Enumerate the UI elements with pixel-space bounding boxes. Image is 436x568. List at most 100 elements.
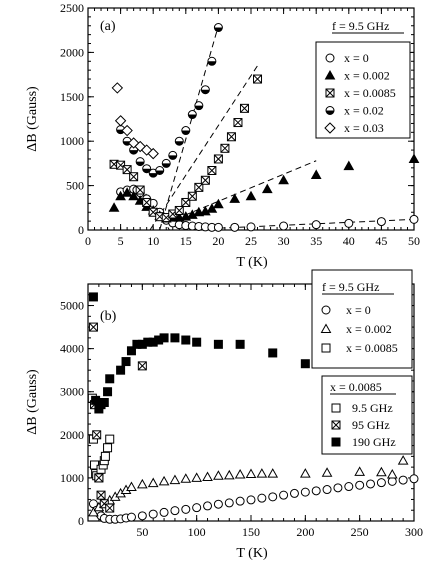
panel-a-y-label: ΔB (Gauss) [25, 86, 40, 152]
panel-a-legend-label: x = 0.002 [344, 69, 390, 83]
panel-a-point-s1 [229, 193, 241, 203]
panel-a-point-s1 [343, 160, 355, 171]
panel-b-legend-frequency: f = 9.5 GHz x = 0 x = 0.002 x = 0.0085 [311, 269, 413, 369]
panel-b-y-label: ΔB (Gauss) [25, 369, 40, 435]
panel-a-point-s3 [161, 158, 171, 168]
panel-b-point-s0 [398, 475, 408, 485]
panel-b-point-s1 [169, 474, 181, 485]
panel-b-point-s4 [300, 359, 310, 369]
panel-a-guide-line [166, 160, 317, 224]
panel-b-y-tick-label: 3000 [60, 385, 84, 399]
panel-a-point-s0 [279, 221, 289, 231]
panel-b-point-s3 [92, 430, 102, 440]
panel-a-guide-line [159, 25, 219, 230]
panel-b-x-ticks: 50 100 150 200 250 300 [87, 284, 423, 539]
panel-a-point-s2 [226, 132, 236, 142]
panel-b-points [87, 292, 419, 524]
panel-b-point-s0 [279, 490, 289, 500]
panel-b-point-s2 [100, 451, 110, 461]
panel-b-point-s0 [224, 498, 234, 508]
panel-a-point-s0 [409, 214, 419, 224]
panel-b-point-s0 [148, 509, 158, 519]
panel-b-point-s0 [366, 479, 376, 489]
panel-a-point-s1 [261, 183, 273, 194]
panel-a-point-s2 [200, 175, 210, 185]
panel-b-point-s1 [202, 471, 213, 482]
panel-a-x-tick-label: 50 [408, 234, 420, 248]
panel-b-legend2-label: 190 GHz [352, 435, 396, 449]
panel-a-x-tick-label: 5 [118, 234, 124, 248]
panel-a-x-tick-label: 40 [343, 234, 355, 248]
panel-b-legend2-marker [331, 403, 341, 413]
panel-b-point-s0 [289, 488, 299, 498]
panel-b-point-s0 [409, 474, 419, 484]
panel-b-point-s0 [300, 487, 310, 497]
panel-b-point-s0 [387, 476, 397, 486]
panel-a-point-s3 [168, 150, 178, 160]
panel-b-point-s1 [234, 468, 246, 479]
panel-a-y-tick-label: 2000 [60, 45, 84, 59]
panel-a-legend-title: f = 9.5 GHz [332, 19, 389, 33]
panel-a-point-s2 [142, 197, 152, 207]
panel-a-point-s3 [194, 101, 204, 111]
panel-b-point-s1 [354, 466, 366, 476]
panel-b-x-tick-label: 100 [188, 525, 206, 539]
panel-a-guide-line [149, 65, 258, 231]
panel-a-point-s1 [213, 198, 224, 209]
panel-b-point-s3 [94, 473, 104, 483]
panel-a-point-s1 [108, 202, 120, 212]
panel-a-point-s3 [181, 126, 191, 136]
panel-b-y-tick-label: 0 [78, 514, 84, 528]
panel-a-point-s0 [344, 218, 354, 228]
panel-b-point-s3 [88, 322, 98, 332]
panel-a-y-tick-label: 1500 [60, 90, 84, 104]
panel-a-point-s2 [239, 103, 249, 113]
panel-a-legend-marker [324, 69, 336, 80]
panel-a-legend-label: x = 0 [344, 51, 369, 65]
panel-b-legend-concentration: x = 0.0085 9.5 GHz 95 GHz 190 GHz [321, 375, 413, 455]
panel-b-legend2-label: 95 GHz [352, 418, 390, 432]
panel-a-point-s2 [220, 143, 230, 153]
panel-b-point-s1 [180, 473, 192, 483]
panel-a-point-s1 [278, 174, 289, 185]
panel-b-point-s4 [235, 339, 245, 349]
panel-b-point-s3 [105, 503, 115, 513]
panel-b-point-s1 [267, 468, 279, 478]
panel-b-label: (b) [100, 309, 117, 324]
panel-b-point-s3 [137, 361, 147, 371]
panel-a-x-tick-label: 20 [212, 234, 224, 248]
panel-b-point-s4 [213, 339, 223, 349]
panel-b-point-s1 [158, 475, 170, 486]
panel-a-guide-line [179, 218, 415, 231]
panel-b-point-s4 [159, 333, 169, 343]
panel-b-point-s1 [397, 455, 409, 465]
panel-a-point-s3 [135, 157, 145, 167]
panel-b-point-s0 [355, 480, 365, 490]
panel-b-y-tick-label: 2000 [60, 428, 84, 442]
panel-a-x-tick-label: 35 [310, 234, 322, 248]
panel-a-point-s2 [207, 166, 217, 176]
panel-b-point-s0 [344, 482, 354, 492]
panel-a-x-tick-label: 10 [147, 234, 159, 248]
panel-a-legend-label: x = 0.0085 [344, 86, 396, 100]
panel-a-point-s2 [174, 205, 184, 215]
panel-a-legend-marker [325, 88, 335, 98]
panel-b-y-tick-label: 4000 [60, 342, 84, 356]
panel-a-x-tick-label: 0 [85, 234, 91, 248]
panel-b-point-s0 [246, 495, 256, 505]
panel-b-point-s0 [333, 483, 343, 493]
panel-a-x-tick-label: 45 [375, 234, 387, 248]
panel-a-point-s3 [155, 166, 165, 176]
panel-b-legend1-marker [321, 343, 331, 353]
panel-b-point-s3 [96, 490, 106, 500]
panel-b-legend2-marker [331, 437, 341, 447]
panel-a-point-s3 [213, 23, 223, 33]
panel-a-point-s3 [187, 110, 197, 120]
panel-a-x-tick-label: 30 [278, 234, 290, 248]
panel-b-point-s1 [126, 481, 137, 491]
panel-b-point-s1 [147, 477, 159, 488]
panel-b-legend1-label: x = 0 [346, 303, 371, 317]
panel-a-point-s1 [245, 190, 257, 201]
panel-b-point-s0 [137, 511, 147, 521]
